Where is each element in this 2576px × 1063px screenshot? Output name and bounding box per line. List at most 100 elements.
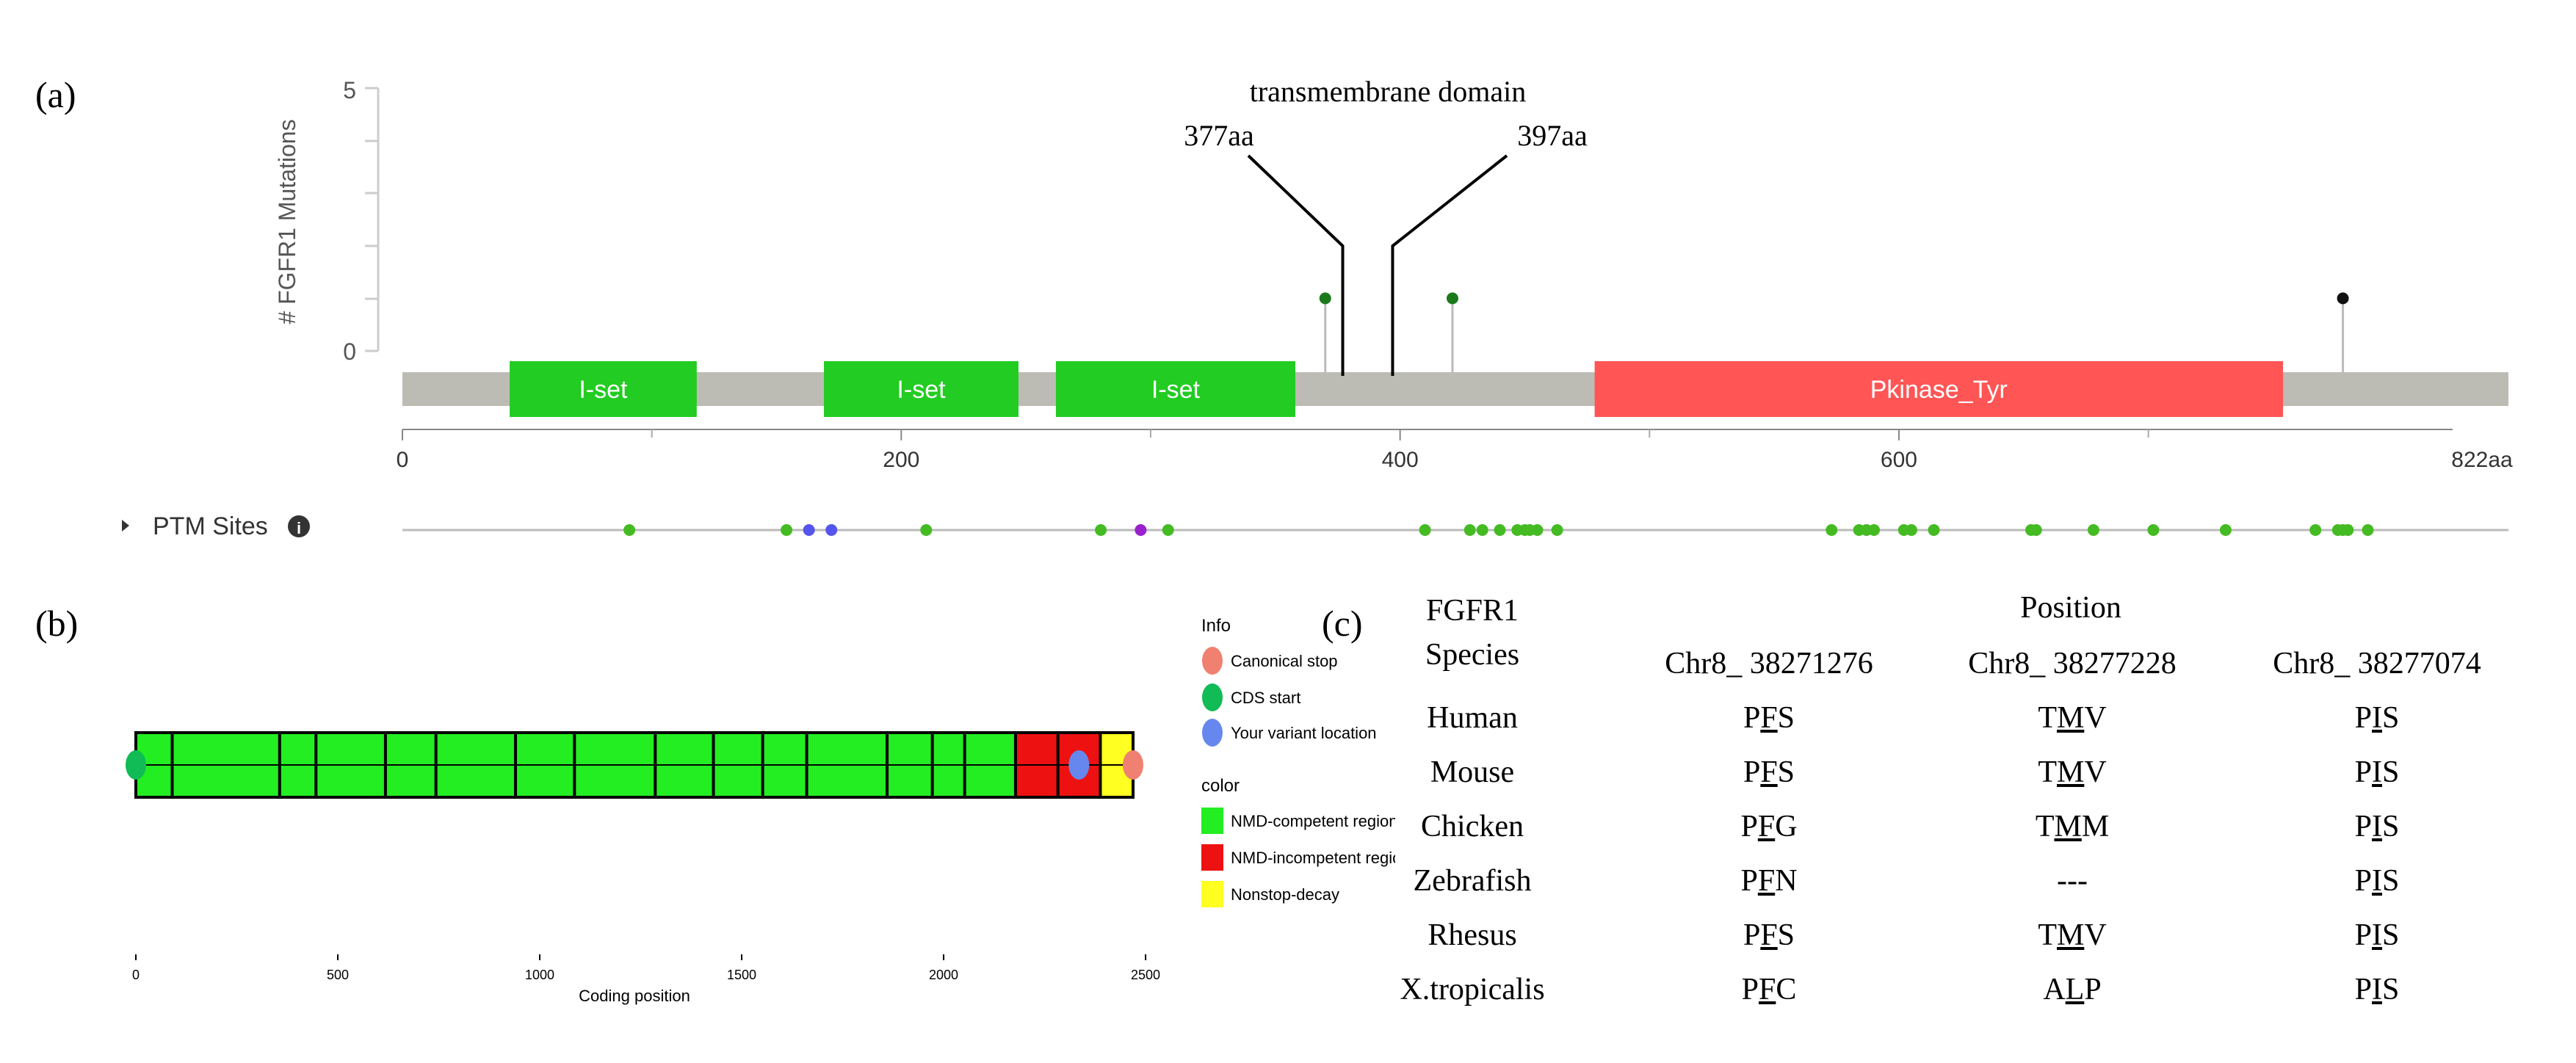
flanking-residue: P	[2354, 755, 2372, 789]
ptm-site-marker[interactable]	[1905, 524, 1917, 536]
annotation-title: transmembrane domain	[1250, 75, 1527, 108]
flanking-residue: P	[2354, 918, 2372, 952]
ptm-site-marker[interactable]	[803, 524, 815, 536]
ptm-site-marker[interactable]	[2219, 524, 2232, 536]
transcript-marker	[1123, 750, 1143, 780]
y-tick-label-5: 5	[343, 77, 356, 104]
ptm-site-marker[interactable]	[1551, 524, 1563, 536]
transcript-marker	[126, 750, 146, 780]
flanking-residue: S	[1777, 701, 1795, 735]
ptm-site-marker[interactable]	[2147, 524, 2160, 536]
svg-text:Canonical stop: Canonical stop	[1231, 652, 1338, 670]
residue-cell: PFG	[1740, 809, 1797, 844]
ptm-sites-group	[623, 524, 2374, 536]
species-cell: Human	[1427, 701, 1518, 735]
mutated-residue: F	[1760, 701, 1778, 735]
x-axis-ticks: 0 200 400 600	[397, 429, 2149, 472]
ptm-site-marker[interactable]	[781, 524, 793, 536]
legend-info-title: Info	[1201, 616, 1231, 636]
ptm-site-marker[interactable]	[2342, 524, 2354, 536]
mutated-residue: M	[2056, 918, 2085, 952]
residue-cell: PIS	[2355, 700, 2400, 736]
table-header-position: Position	[2020, 591, 2121, 625]
mutated-residue: I	[2372, 973, 2382, 1006]
legend-nmd-incompetent: NMD-incompetent region	[1201, 844, 1395, 871]
table-column-header: Chr8_ 38277074	[2273, 647, 2481, 681]
ptm-site-marker[interactable]	[825, 524, 838, 536]
mutated-residue: F	[1757, 810, 1776, 843]
ptm-site-marker[interactable]	[1419, 524, 1431, 536]
species-cell: Zebrafish	[1413, 864, 1532, 898]
ptm-site-marker[interactable]	[1162, 524, 1174, 536]
flanking-residue: S	[2382, 755, 2400, 789]
annotation-start-label: 377aa	[1184, 119, 1254, 152]
svg-text:Your variant location: Your variant location	[1231, 724, 1377, 742]
legend-nonstop-decay: Nonstop-decay	[1201, 881, 1339, 907]
flanking-residue: C	[1776, 973, 1797, 1006]
flanking-residue: P	[1740, 810, 1758, 843]
coding-x-axis: 0 500 1000 1500 2000 2500	[132, 954, 1160, 982]
svg-text:NMD-competent region: NMD-competent region	[1231, 812, 1395, 830]
mutated-residue: L	[2065, 973, 2085, 1006]
flanking-residue: S	[2382, 701, 2400, 735]
ptm-site-marker[interactable]	[1464, 524, 1476, 536]
domain-i-set[interactable]	[510, 361, 697, 417]
mutated-residue: I	[2372, 918, 2382, 952]
species-cell: X.tropicalis	[1400, 973, 1545, 1006]
domain-i-set[interactable]	[1055, 361, 1295, 417]
mutated-residue: M	[2056, 701, 2085, 735]
y-axis-label: # FGFR1 Mutations	[274, 119, 300, 324]
coding-x-tick-label: 1000	[525, 968, 554, 982]
residue-cell: PFS	[1743, 755, 1795, 790]
flanking-residue: P	[2084, 973, 2102, 1006]
coding-x-tick-label: 500	[327, 968, 349, 982]
residue-cell: TMM	[2036, 809, 2109, 844]
ptm-site-marker[interactable]	[2030, 524, 2042, 536]
x-tick-label: 200	[883, 448, 919, 472]
ptm-site-marker[interactable]	[1095, 524, 1107, 536]
ptm-site-marker[interactable]	[623, 524, 636, 536]
domain-i-set[interactable]	[824, 361, 1019, 417]
flanking-residue: V	[2084, 701, 2107, 735]
flanking-residue: P	[2354, 810, 2372, 843]
legend-canonical-stop: Canonical stop	[1202, 647, 1338, 675]
flanking-residue: P	[1743, 755, 1761, 789]
ptm-site-marker[interactable]	[1531, 524, 1544, 536]
table-column-header: Chr8_ 38277228	[1968, 647, 2177, 681]
ptm-site-marker[interactable]	[1867, 524, 1880, 536]
nmd-transcript-plot: 0 500 1000 1500 2000 2500 Coding position Inf…	[126, 616, 1395, 1005]
ptm-site-marker[interactable]	[1135, 524, 1147, 536]
mutated-residue: I	[2372, 810, 2382, 843]
mutation-marker[interactable]	[1319, 292, 1331, 305]
mutation-group	[1319, 292, 2349, 372]
flanking-residue: S	[2382, 918, 2400, 952]
coding-x-tick-label: 0	[132, 968, 140, 982]
mutated-residue: F	[1757, 864, 1776, 898]
mutated-residue: I	[2372, 864, 2382, 898]
transcript-marker	[1068, 750, 1090, 780]
domain-pkinase_tyr[interactable]	[1594, 361, 2284, 417]
info-icon[interactable]: i	[288, 515, 310, 537]
ptm-site-marker[interactable]	[2362, 524, 2374, 536]
ptm-site-marker[interactable]	[1476, 524, 1488, 536]
annotation-start-pointer	[1247, 154, 1345, 376]
ptm-site-marker[interactable]	[2087, 524, 2099, 536]
ptm-site-marker[interactable]	[1494, 524, 1506, 536]
flanking-residue: S	[2382, 810, 2400, 843]
flanking-residue: V	[2084, 755, 2107, 789]
ptm-site-marker[interactable]	[1826, 524, 1838, 536]
table-header-species: Species	[1425, 638, 1520, 672]
mutation-marker[interactable]	[1446, 292, 1458, 305]
ptm-label[interactable]: PTM Sites	[153, 512, 268, 540]
mutation-marker[interactable]	[2337, 292, 2349, 305]
domain-label: Pkinase_Tyr	[1870, 376, 2008, 404]
ptm-site-marker[interactable]	[1928, 524, 1940, 536]
flanking-residue: P	[2354, 701, 2372, 735]
expand-caret-icon[interactable]	[122, 520, 129, 532]
residue-cell: ALP	[2043, 972, 2101, 1007]
flanking-residue: A	[2043, 973, 2066, 1006]
ptm-site-marker[interactable]	[920, 524, 933, 536]
variant-location-swatch	[1202, 719, 1223, 747]
ptm-site-marker[interactable]	[2309, 524, 2322, 536]
y-tick-label-0: 0	[343, 338, 356, 365]
